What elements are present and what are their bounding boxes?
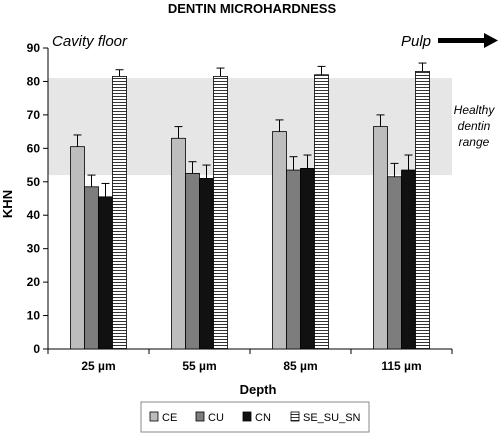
healthy-range-band: [48, 78, 452, 176]
y-tick-label: 0: [33, 342, 40, 356]
bar-cn: [300, 167, 315, 350]
bar-ce: [70, 146, 85, 350]
y-tick-label: 10: [27, 309, 41, 323]
band-label-line-3: range: [459, 135, 490, 149]
x-tick-label: 85 µm: [283, 359, 317, 373]
legend-swatch: [290, 411, 300, 422]
legend: CE CU CN SE_SU_SN: [140, 401, 370, 433]
bar-cu: [185, 173, 200, 350]
bar-ce: [373, 126, 388, 350]
bar-cn: [199, 178, 214, 350]
bar-se-su-sn: [415, 71, 430, 350]
y-tick-label: 60: [27, 141, 41, 155]
y-tick-label: 40: [27, 208, 41, 222]
bar-cn: [98, 196, 113, 350]
bar-se-su-sn: [314, 74, 329, 350]
bar-se-su-sn: [213, 76, 228, 350]
legend-label: SE_SU_SN: [303, 412, 361, 424]
y-axis-title: KHN: [0, 190, 15, 218]
arrow-right-icon: [438, 33, 498, 48]
x-tick-label: 25 µm: [81, 359, 115, 373]
chart-title: DENTIN MICROHARDNESS: [168, 1, 337, 16]
y-axis: 0 10 20 30 40 50 60 70 80 90: [27, 41, 49, 356]
x-tick-label: 115 µm: [381, 359, 421, 373]
x-tick-label: 55 µm: [182, 359, 216, 373]
bar-ce: [171, 137, 186, 350]
bar-cu: [286, 169, 301, 350]
legend-swatch: [195, 411, 205, 422]
bar-cu: [387, 176, 402, 350]
y-tick-label: 20: [27, 275, 41, 289]
y-tick-label: 70: [27, 108, 41, 122]
band-label-line-2: dentin: [458, 119, 491, 133]
bar-cn: [401, 169, 416, 350]
legend-swatch: [149, 411, 159, 422]
legend-label: CU: [208, 412, 224, 424]
legend-label: CE: [162, 412, 177, 424]
band-label-line-1: Healthy: [454, 103, 496, 117]
cavity-floor-annotation: Cavity floor: [52, 33, 128, 50]
legend-items: CE CU CN SE_SU_SN: [149, 411, 361, 424]
y-tick-label: 30: [27, 242, 41, 256]
legend-swatch: [242, 411, 252, 422]
y-tick-label: 90: [27, 41, 41, 55]
bar-se-su-sn: [112, 76, 127, 350]
legend-label: CN: [255, 412, 271, 424]
legend-box: [140, 401, 370, 433]
bars: [70, 62, 430, 350]
bar-cu: [84, 186, 99, 350]
x-axis-title: Depth: [240, 382, 277, 397]
x-axis: 25 µm 55 µm 85 µm 115 µm: [47, 348, 453, 373]
y-tick-label: 50: [27, 175, 41, 189]
bar-ce: [272, 131, 287, 350]
y-tick-label: 80: [27, 74, 41, 88]
pulp-annotation: Pulp: [401, 33, 431, 50]
